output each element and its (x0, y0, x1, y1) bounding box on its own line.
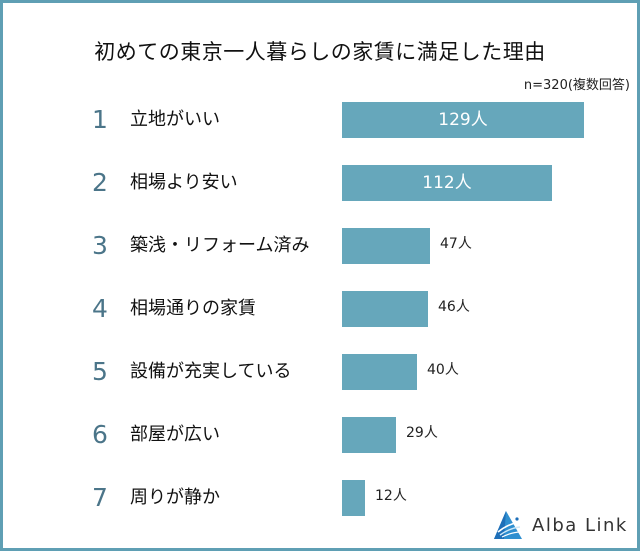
category-label: 相場通りの家賃 (130, 298, 256, 319)
category-label: 部屋が広い (130, 424, 220, 445)
bar (342, 228, 430, 264)
value-label: 129人 (438, 110, 488, 130)
value-label: 47人 (440, 236, 472, 252)
chart-row: 5 設備が充実している 40人 (0, 354, 640, 390)
rank-number: 1 (92, 105, 108, 134)
rank-number: 3 (92, 231, 108, 260)
chart-row: 7 周りが静か 12人 (0, 480, 640, 516)
bar (342, 417, 396, 453)
value-label: 46人 (438, 299, 470, 315)
chart-row: 3 築浅・リフォーム済み 47人 (0, 228, 640, 264)
value-label: 29人 (406, 425, 438, 441)
category-label: 相場より安い (130, 172, 238, 193)
bar (342, 354, 417, 390)
bar (342, 291, 428, 327)
sample-size-note: n=320(複数回答) (523, 78, 630, 93)
value-label: 112人 (422, 173, 472, 193)
chart-row: 1 立地がいい 129人 (0, 102, 640, 138)
value-label: 12人 (375, 488, 407, 504)
rank-number: 2 (92, 168, 108, 197)
category-label: 設備が充実している (130, 361, 292, 382)
rank-number: 6 (92, 420, 108, 449)
bar: 129人 (342, 102, 584, 138)
rank-number: 4 (92, 294, 108, 323)
value-label: 40人 (427, 362, 459, 378)
category-label: 周りが静か (130, 487, 220, 508)
chart-row: 6 部屋が広い 29人 (0, 417, 640, 453)
category-label: 立地がいい (130, 109, 220, 130)
alba-link-logo: Alba Link (492, 510, 628, 540)
logo-text: Alba Link (532, 514, 628, 536)
rank-number: 5 (92, 357, 108, 386)
bar (342, 480, 365, 516)
chart-row: 4 相場通りの家賃 46人 (0, 291, 640, 327)
rank-number: 7 (92, 483, 108, 512)
bar: 112人 (342, 165, 552, 201)
alba-link-triangle-icon (494, 511, 522, 539)
category-label: 築浅・リフォーム済み (130, 235, 310, 256)
chart-row: 2 相場より安い 112人 (0, 165, 640, 201)
chart-title: 初めての東京一人暮らしの家賃に満足した理由 (94, 40, 546, 64)
